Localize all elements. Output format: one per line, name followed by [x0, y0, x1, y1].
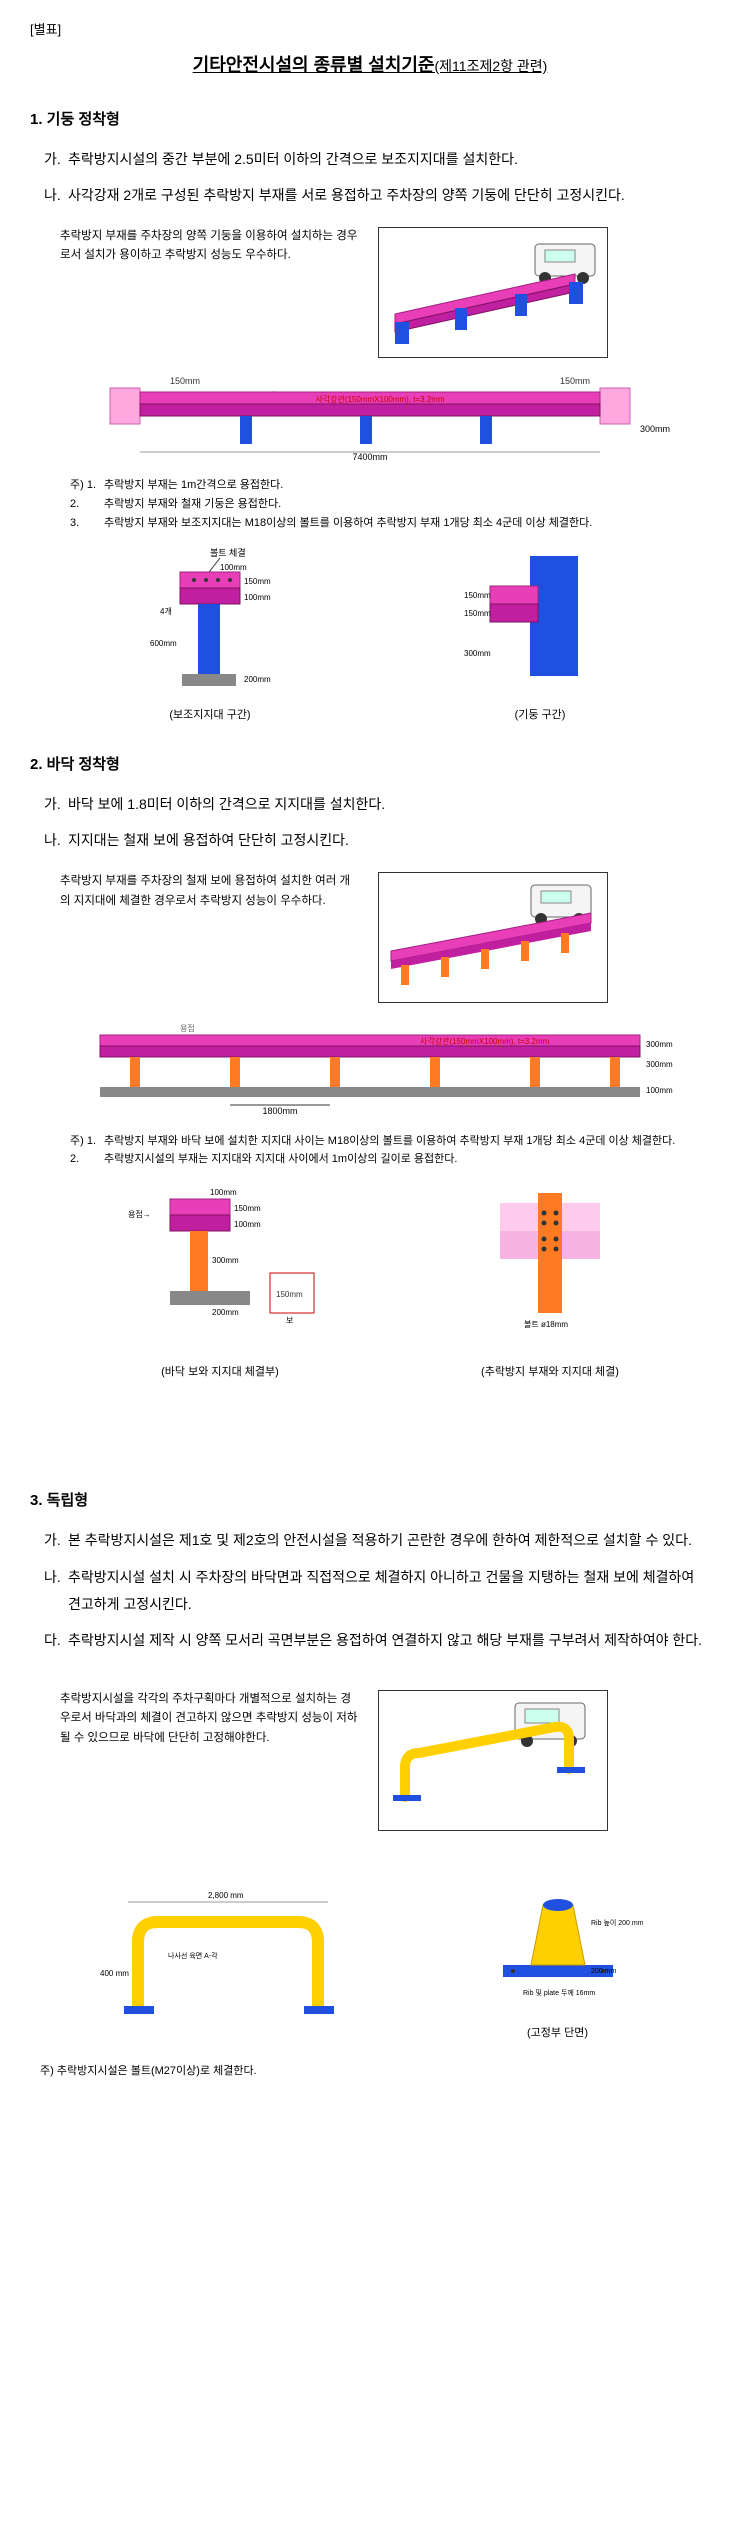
- svg-text:200 mm: 200 mm: [591, 1968, 616, 1975]
- section-1-desc-row: 추락방지 부재를 주차장의 양쪽 기둥을 이용하여 설치하는 경우로서 설치가 …: [60, 227, 710, 358]
- perspective-svg: [385, 234, 601, 344]
- item-label: 가.: [44, 146, 68, 173]
- appendix-tag: [별표]: [30, 20, 710, 41]
- section-3-item-na: 나. 추락방지시설 설치 시 주차장의 바닥면과 직접적으로 체결하지 아니하고…: [44, 1564, 710, 1617]
- section-1-notes: 주) 1.추락방지 부재는 1m간격으로 용접한다. 2.추락방지 부재와 철재…: [70, 476, 710, 532]
- rail-spec-2: 사각강관(150mmX100mm), t=3.2mm: [420, 1036, 550, 1046]
- section-2-elevation: 용접 사각강관(150mmX100mm), t=3.2mm 1800mm 300…: [60, 1017, 680, 1124]
- section-1-elevation: 150mm 150mm 용접 사각강관(150mmX100mm), t=3.2m…: [60, 372, 680, 469]
- svg-text:Rib 및 plate 두께 16mm: Rib 및 plate 두께 16mm: [523, 1989, 595, 1997]
- item-body: 추락방지시설의 중간 부분에 2.5미터 이하의 간격으로 보조지지대를 설치한…: [68, 146, 710, 173]
- detail-right-3: Rib 높이 200 mm 200 mm Rib 및 plate 두께 16mm…: [473, 1845, 643, 2043]
- section-3-head: 3. 독립형: [30, 1489, 710, 1513]
- caption-anchor: (고정부 단면): [473, 2025, 643, 2043]
- elevation2-svg: 용접 사각강관(150mmX100mm), t=3.2mm 1800mm 300…: [60, 1017, 680, 1117]
- svg-text:600mm: 600mm: [150, 639, 177, 648]
- support-section-svg: 볼트 체결 100mm 150mm 100mm 4개 600mm 200mm: [120, 546, 300, 696]
- svg-text:150mm: 150mm: [464, 609, 491, 618]
- caption-left: (보조지지대 구간): [120, 707, 300, 725]
- svg-text:나사선 육면 A-각: 나사선 육면 A-각: [168, 1951, 218, 1960]
- perspective3-svg: [385, 1697, 601, 1817]
- member-joint-svg: 볼트 ø18mm: [470, 1183, 630, 1353]
- section-3-perspective-diagram: [378, 1690, 608, 1831]
- detail-right-2: 볼트 ø18mm (추락방지 부재와 지지대 체결): [470, 1183, 630, 1381]
- title-note: (제11조제2항 관련): [435, 58, 548, 74]
- svg-text:150mm: 150mm: [464, 591, 491, 600]
- section-1-item-na: 나. 사각강재 2개로 구성된 추락방지 부재를 서로 용접하고 주차장의 양쪽…: [44, 182, 710, 209]
- svg-text:150mm: 150mm: [234, 1204, 261, 1213]
- svg-text:100mm: 100mm: [220, 563, 247, 572]
- note-prefix: 주) 1.: [70, 476, 104, 495]
- section-3-desc-row: 추락방지시설을 각각의 주차구획마다 개별적으로 설치하는 경우로서 바닥과의 …: [60, 1690, 710, 1831]
- caption-left-2: (바닥 보와 지지대 체결부): [110, 1364, 330, 1382]
- dim-spacing: 1800mm: [262, 1106, 297, 1116]
- svg-text:4개: 4개: [160, 606, 172, 616]
- section-1-item-ga: 가. 추락방지시설의 중간 부분에 2.5미터 이하의 간격으로 보조지지대를 …: [44, 146, 710, 173]
- caption-right-2: (추락방지 부재와 지지대 체결): [470, 1364, 630, 1382]
- independent-elevation-svg: 2,800 mm 나사선 육면 A-각 400 mm: [98, 1886, 358, 2036]
- note-text: 추락방지 부재와 바닥 보에 설치한 지지대 사이는 M18이상의 볼트를 이용…: [104, 1132, 675, 1151]
- svg-text:Rib 높이 200 mm: Rib 높이 200 mm: [591, 1918, 643, 1927]
- note-text: 추락방지 부재와 철재 기둥은 용접한다.: [104, 495, 281, 514]
- section-3-detail-pair: 2,800 mm 나사선 육면 A-각 400 mm Rib 높이 200 mm…: [60, 1845, 680, 2043]
- dim-total: 7400mm: [352, 452, 387, 462]
- svg-text:보: 보: [286, 1316, 293, 1325]
- section-2-detail-pair: 100mm 150mm 100mm 용접→ 300mm 200mm 150mm …: [60, 1183, 680, 1381]
- section-2-notes: 주) 1.추락방지 부재와 바닥 보에 설치한 지지대 사이는 M18이상의 볼…: [70, 1132, 710, 1169]
- svg-text:2,800 mm: 2,800 mm: [208, 1891, 244, 1900]
- svg-text:150mm: 150mm: [244, 577, 271, 586]
- section-2-desc: 추락방지 부재를 주차장의 철재 보에 용접하여 설치한 여러 개의 지지대에 …: [60, 872, 360, 911]
- column-section-svg: 150mm 150mm 300mm: [460, 546, 620, 696]
- svg-text:300mm: 300mm: [212, 1256, 239, 1265]
- svg-text:300mm: 300mm: [646, 1060, 673, 1069]
- svg-text:300mm: 300mm: [646, 1040, 673, 1049]
- svg-text:200mm: 200mm: [244, 675, 271, 684]
- detail-right: 150mm 150mm 300mm (기둥 구간): [460, 546, 620, 724]
- section-1-desc: 추락방지 부재를 주차장의 양쪽 기둥을 이용하여 설치하는 경우로서 설치가 …: [60, 227, 360, 266]
- perspective2-svg: [385, 879, 601, 989]
- svg-text:100mm: 100mm: [210, 1188, 237, 1197]
- dim-150mm: 150mm: [170, 376, 200, 386]
- title-text: 기타안전시설의 종류별 설치기준: [193, 55, 435, 75]
- section-3-desc: 추락방지시설을 각각의 주차구획마다 개별적으로 설치하는 경우로서 바닥과의 …: [60, 1690, 360, 1749]
- note-text: 추락방지 부재는 1m간격으로 용접한다.: [104, 476, 283, 495]
- item-body: 사각강재 2개로 구성된 추락방지 부재를 서로 용접하고 주차장의 양쪽 기둥…: [68, 182, 710, 209]
- section-2-item-ga: 가. 바닥 보에 1.8미터 이하의 간격으로 지지대를 설치한다.: [44, 791, 710, 818]
- svg-text:용접→: 용접→: [128, 1209, 151, 1219]
- section-2-head: 2. 바닥 정착형: [30, 753, 710, 777]
- bolt-spec: 볼트 ø18mm: [524, 1319, 568, 1329]
- elevation-svg: 150mm 150mm 용접 사각강관(150mmX100mm), t=3.2m…: [60, 372, 680, 462]
- floor-joint-svg: 100mm 150mm 100mm 용접→ 300mm 200mm 150mm …: [110, 1183, 330, 1353]
- section-3-footnote: 주) 추락방지시설은 볼트(M27이상)로 체결한다.: [40, 2063, 710, 2081]
- section-2-desc-row: 추락방지 부재를 주차장의 철재 보에 용접하여 설치한 여러 개의 지지대에 …: [60, 872, 710, 1003]
- section-1-perspective-diagram: [378, 227, 608, 358]
- svg-text:300mm: 300mm: [464, 649, 491, 658]
- detail-left-3: 2,800 mm 나사선 육면 A-각 400 mm: [98, 1886, 358, 2043]
- section-2-perspective-diagram: [378, 872, 608, 1003]
- page-title: 기타안전시설의 종류별 설치기준(제11조제2항 관련): [30, 51, 710, 80]
- dim-post-h: 300mm: [640, 424, 670, 434]
- svg-text:150mm: 150mm: [276, 1290, 303, 1299]
- rail-spec: 사각강관(150mmX100mm), t=3.2mm: [315, 394, 445, 404]
- note-text: 추락방지시설의 부재는 지지대와 지지대 사이에서 1m이상의 길이로 용접한다…: [104, 1150, 457, 1169]
- svg-text:볼트 체결: 볼트 체결: [210, 548, 246, 558]
- detail-left-2: 100mm 150mm 100mm 용접→ 300mm 200mm 150mm …: [110, 1183, 330, 1381]
- detail-left: 볼트 체결 100mm 150mm 100mm 4개 600mm 200mm (…: [120, 546, 300, 724]
- section-1-head: 1. 기둥 정착형: [30, 108, 710, 132]
- section-3-item-da: 다. 추락방지시설 제작 시 양쪽 모서리 곡면부분은 용접하여 연결하지 않고…: [44, 1627, 710, 1654]
- svg-text:150mm: 150mm: [560, 376, 590, 386]
- svg-text:200mm: 200mm: [212, 1308, 239, 1317]
- item-label: 나.: [44, 182, 68, 209]
- svg-text:용접: 용접: [180, 1023, 195, 1033]
- section-1-detail-pair: 볼트 체결 100mm 150mm 100mm 4개 600mm 200mm (…: [60, 546, 680, 724]
- caption-right: (기둥 구간): [460, 707, 620, 725]
- section-3-item-ga: 가. 본 추락방지시설은 제1호 및 제2호의 안전시설을 적용하기 곤란한 경…: [44, 1527, 710, 1554]
- svg-text:100mm: 100mm: [646, 1086, 673, 1095]
- svg-text:100mm: 100mm: [244, 593, 271, 602]
- svg-text:400 mm: 400 mm: [100, 1969, 129, 1978]
- anchor-section-svg: Rib 높이 200 mm 200 mm Rib 및 plate 두께 16mm: [473, 1845, 643, 2015]
- note-text: 추락방지 부재와 보조지지대는 M18이상의 볼트를 이용하여 추락방지 부재 …: [104, 514, 592, 533]
- svg-text:100mm: 100mm: [234, 1220, 261, 1229]
- section-2-item-na: 나. 지지대는 철재 보에 용접하여 단단히 고정시킨다.: [44, 827, 710, 854]
